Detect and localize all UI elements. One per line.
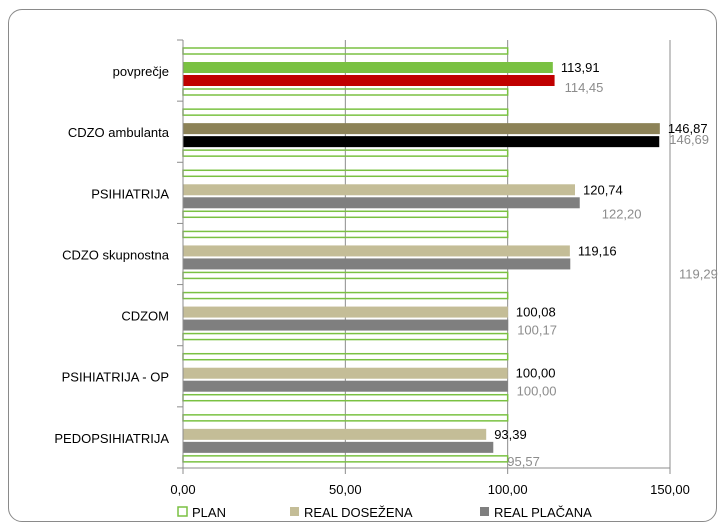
data-label-real-placana: 100,17 [517,323,557,338]
x-tick-label: 100,00 [488,482,528,497]
category-label: PSIHIATRIJA [91,186,169,201]
data-label-real-dosezena: 100,08 [516,305,556,320]
category-label: CDZOM [121,309,169,324]
data-label-real-placana: 100,00 [517,384,557,399]
data-label-real-placana: 146,69 [669,132,709,147]
legend-label: PLAN [192,505,226,520]
real-dosezena-bar [183,306,508,318]
data-label-real-dosezena: 93,39 [494,427,527,442]
data-label-real-dosezena: 146,87 [668,121,708,136]
bars [182,47,660,463]
category-label: povprečje [113,64,169,79]
data-label-real-dosezena: 100,00 [516,366,556,381]
real-dosezena-bar [183,62,553,73]
data-label-real-placana: 95,57 [507,454,540,469]
real-placana-bar [183,441,494,453]
legend-swatch [290,507,299,516]
data-label-real-placana: 114,45 [565,80,604,95]
data-label-real-dosezena: 113,91 [561,60,600,75]
real-dosezena-bar [183,184,576,196]
real-dosezena-bar [183,428,487,440]
real-dosezena-bar [183,123,660,135]
real-placana-bar [183,75,555,86]
legend-label: REAL PLAČANA [494,505,592,520]
data-label-real-dosezena: 120,74 [583,182,623,197]
data-label-real-placana: 119,29 [679,266,718,281]
category-label: PEDOPSIHIATRIJA [54,431,169,446]
x-tick-label: 50,00 [329,482,362,497]
real-dosezena-bar [183,245,570,257]
legend: PLAN REAL DOSEŽENA REAL PLAČANA [177,505,592,520]
real-placana-bar [183,197,580,209]
category-label: CDZO skupnostna [62,247,170,262]
real-placana-bar [183,258,571,270]
axes: povprečje CDZO ambulanta PSIHIATRIJA CDZO s… [54,39,690,497]
real-dosezena-bar [183,367,508,379]
legend-swatch [480,507,489,516]
category-label: CDZO ambulanta [68,125,170,140]
category-label: PSIHIATRIJA - OP [62,370,169,385]
x-tick-label: 0,00 [170,482,195,497]
real-placana-bar [183,136,660,148]
real-placana-bar [183,319,509,331]
legend-label: REAL DOSEŽENA [304,505,413,520]
data-label-real-placana: 122,20 [602,206,642,221]
x-tick-label: 150,00 [650,482,690,497]
data-label-real-dosezena: 119,16 [578,243,617,258]
legend-swatch-plan [177,506,188,517]
real-placana-bar [183,380,508,392]
